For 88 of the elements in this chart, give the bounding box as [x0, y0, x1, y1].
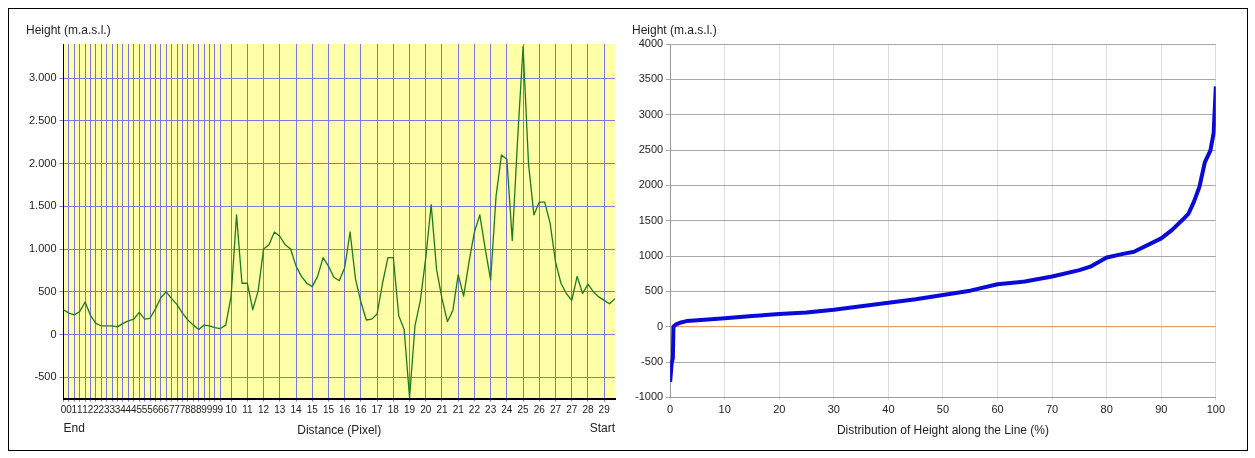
y-tick-label: 2.500 [29, 113, 57, 126]
y-tick-label: 1.500 [29, 199, 57, 212]
y-tick-label: -1000 [634, 390, 664, 403]
x-tick-label: 3 [114, 404, 121, 416]
x-tick-label: 16 [355, 404, 367, 416]
y-axis-title: Height (m.a.s.l.) [26, 23, 111, 37]
y-tick-label: -500 [641, 355, 664, 368]
y-tick-label: 2500 [638, 143, 664, 156]
text: End [63, 421, 85, 435]
x-tick-label: 18 [387, 404, 400, 416]
y-tick-label: -500 [34, 370, 57, 383]
x-tick-label: 7 [168, 404, 175, 416]
x-tick-label: 20 [773, 403, 786, 416]
x-tick-label: 9 [201, 404, 208, 416]
x-tick-label: 0 [667, 403, 674, 416]
y-tick-label: 4000 [638, 37, 664, 50]
x-tick-label: 6 [163, 404, 170, 416]
x-tick-label: 15 [306, 404, 319, 416]
y-tick-label: 0 [50, 327, 57, 340]
x-tick-label: 9 [212, 404, 219, 416]
x-tick-label: 19 [403, 404, 416, 416]
x-tick-label: 90 [1155, 403, 1168, 416]
y-tick-label: 1.000 [29, 242, 57, 255]
x-tick-label: 13 [274, 404, 286, 416]
x-tick-label: 8 [195, 404, 202, 416]
y-tick-label: 1500 [638, 213, 664, 226]
x-tick-label: 0 [66, 404, 73, 416]
x-tick-label: 3 [104, 404, 110, 416]
x-axis-title: Distance (Pixel) [297, 423, 382, 438]
x-tick-label: 6 [152, 404, 159, 416]
x-tick-label: 12 [258, 404, 270, 416]
x-tick-label: 21 [452, 404, 465, 416]
x-tick-label: 4 [125, 404, 132, 416]
x-tick-label: 14 [290, 404, 303, 416]
x-tick-label: 1 [71, 404, 78, 416]
x-axis-title: Distribution of Height along the Line (%) [836, 423, 1050, 438]
x-tick-label: 11 [242, 404, 253, 416]
y-tick-label: 0 [657, 319, 664, 332]
x-tick-label: 80 [1100, 403, 1113, 416]
y-tick-label: 500 [644, 284, 664, 297]
x-tick-label: 40 [882, 403, 895, 416]
x-tick-label: 2 [98, 404, 105, 416]
x-tick-label: 4 [120, 404, 127, 416]
x-tick-label: 1 [82, 404, 89, 416]
x-tick-label: 27 [549, 404, 562, 416]
x-tick-label: 22 [468, 404, 481, 416]
x-tick-label: 0 [60, 404, 67, 416]
y-tick-label: 1000 [638, 249, 664, 262]
y-tick-label: 3.000 [29, 71, 57, 84]
x-tick-label: 7 [174, 404, 181, 416]
x-tick-label: 24 [501, 404, 513, 416]
x-tick-label: 3 [109, 404, 116, 416]
x-tick-label: 23 [485, 404, 497, 416]
y-tick-label: 2000 [638, 178, 664, 191]
x-tick-label: 17 [371, 404, 384, 416]
x-tick-label: 1 [76, 404, 83, 416]
x-tick-label: 7 [179, 404, 186, 416]
x-tick-label: 10 [718, 403, 731, 416]
y-tick-label: 2.000 [29, 156, 57, 169]
x-tick-label: 20 [420, 404, 432, 416]
x-tick-label: 26 [533, 404, 546, 416]
x-tick-label: 30 [827, 403, 840, 416]
x-tick-label: 60 [991, 403, 1004, 416]
x-tick-label: 9 [206, 404, 213, 416]
x-tick-label: 25 [517, 404, 530, 416]
x-tick-label: 21 [436, 404, 448, 416]
x-tick-label: 5 [136, 404, 143, 416]
x-tick-label: 16 [339, 404, 351, 416]
y-axis-title: Height (m.a.s.l.) [632, 23, 717, 37]
x-tick-label: 70 [1045, 403, 1059, 416]
y-tick-label: 3000 [638, 107, 664, 120]
x-tick-label: 9 [217, 404, 224, 416]
x-tick-label: 29 [598, 404, 611, 416]
text: Start [589, 421, 616, 435]
x-tick-label: 8 [185, 404, 192, 416]
x-tick-label: 2 [93, 404, 100, 416]
x-tick-label: 27 [566, 404, 578, 416]
x-tick-label: 5 [147, 404, 154, 416]
y-tick-label: 500 [38, 284, 57, 297]
x-tick-label: 15 [322, 404, 335, 416]
x-tick-label: 10 [225, 404, 238, 416]
x-tick-label: 5 [141, 404, 148, 416]
x-tick-label: 8 [190, 404, 197, 416]
x-tick-label: 2 [87, 404, 94, 416]
y-tick-label: 3500 [638, 72, 664, 85]
x-tick-label: 50 [936, 403, 950, 416]
x-tick-label: 28 [582, 404, 594, 416]
x-tick-label: 100 [1206, 403, 1225, 416]
